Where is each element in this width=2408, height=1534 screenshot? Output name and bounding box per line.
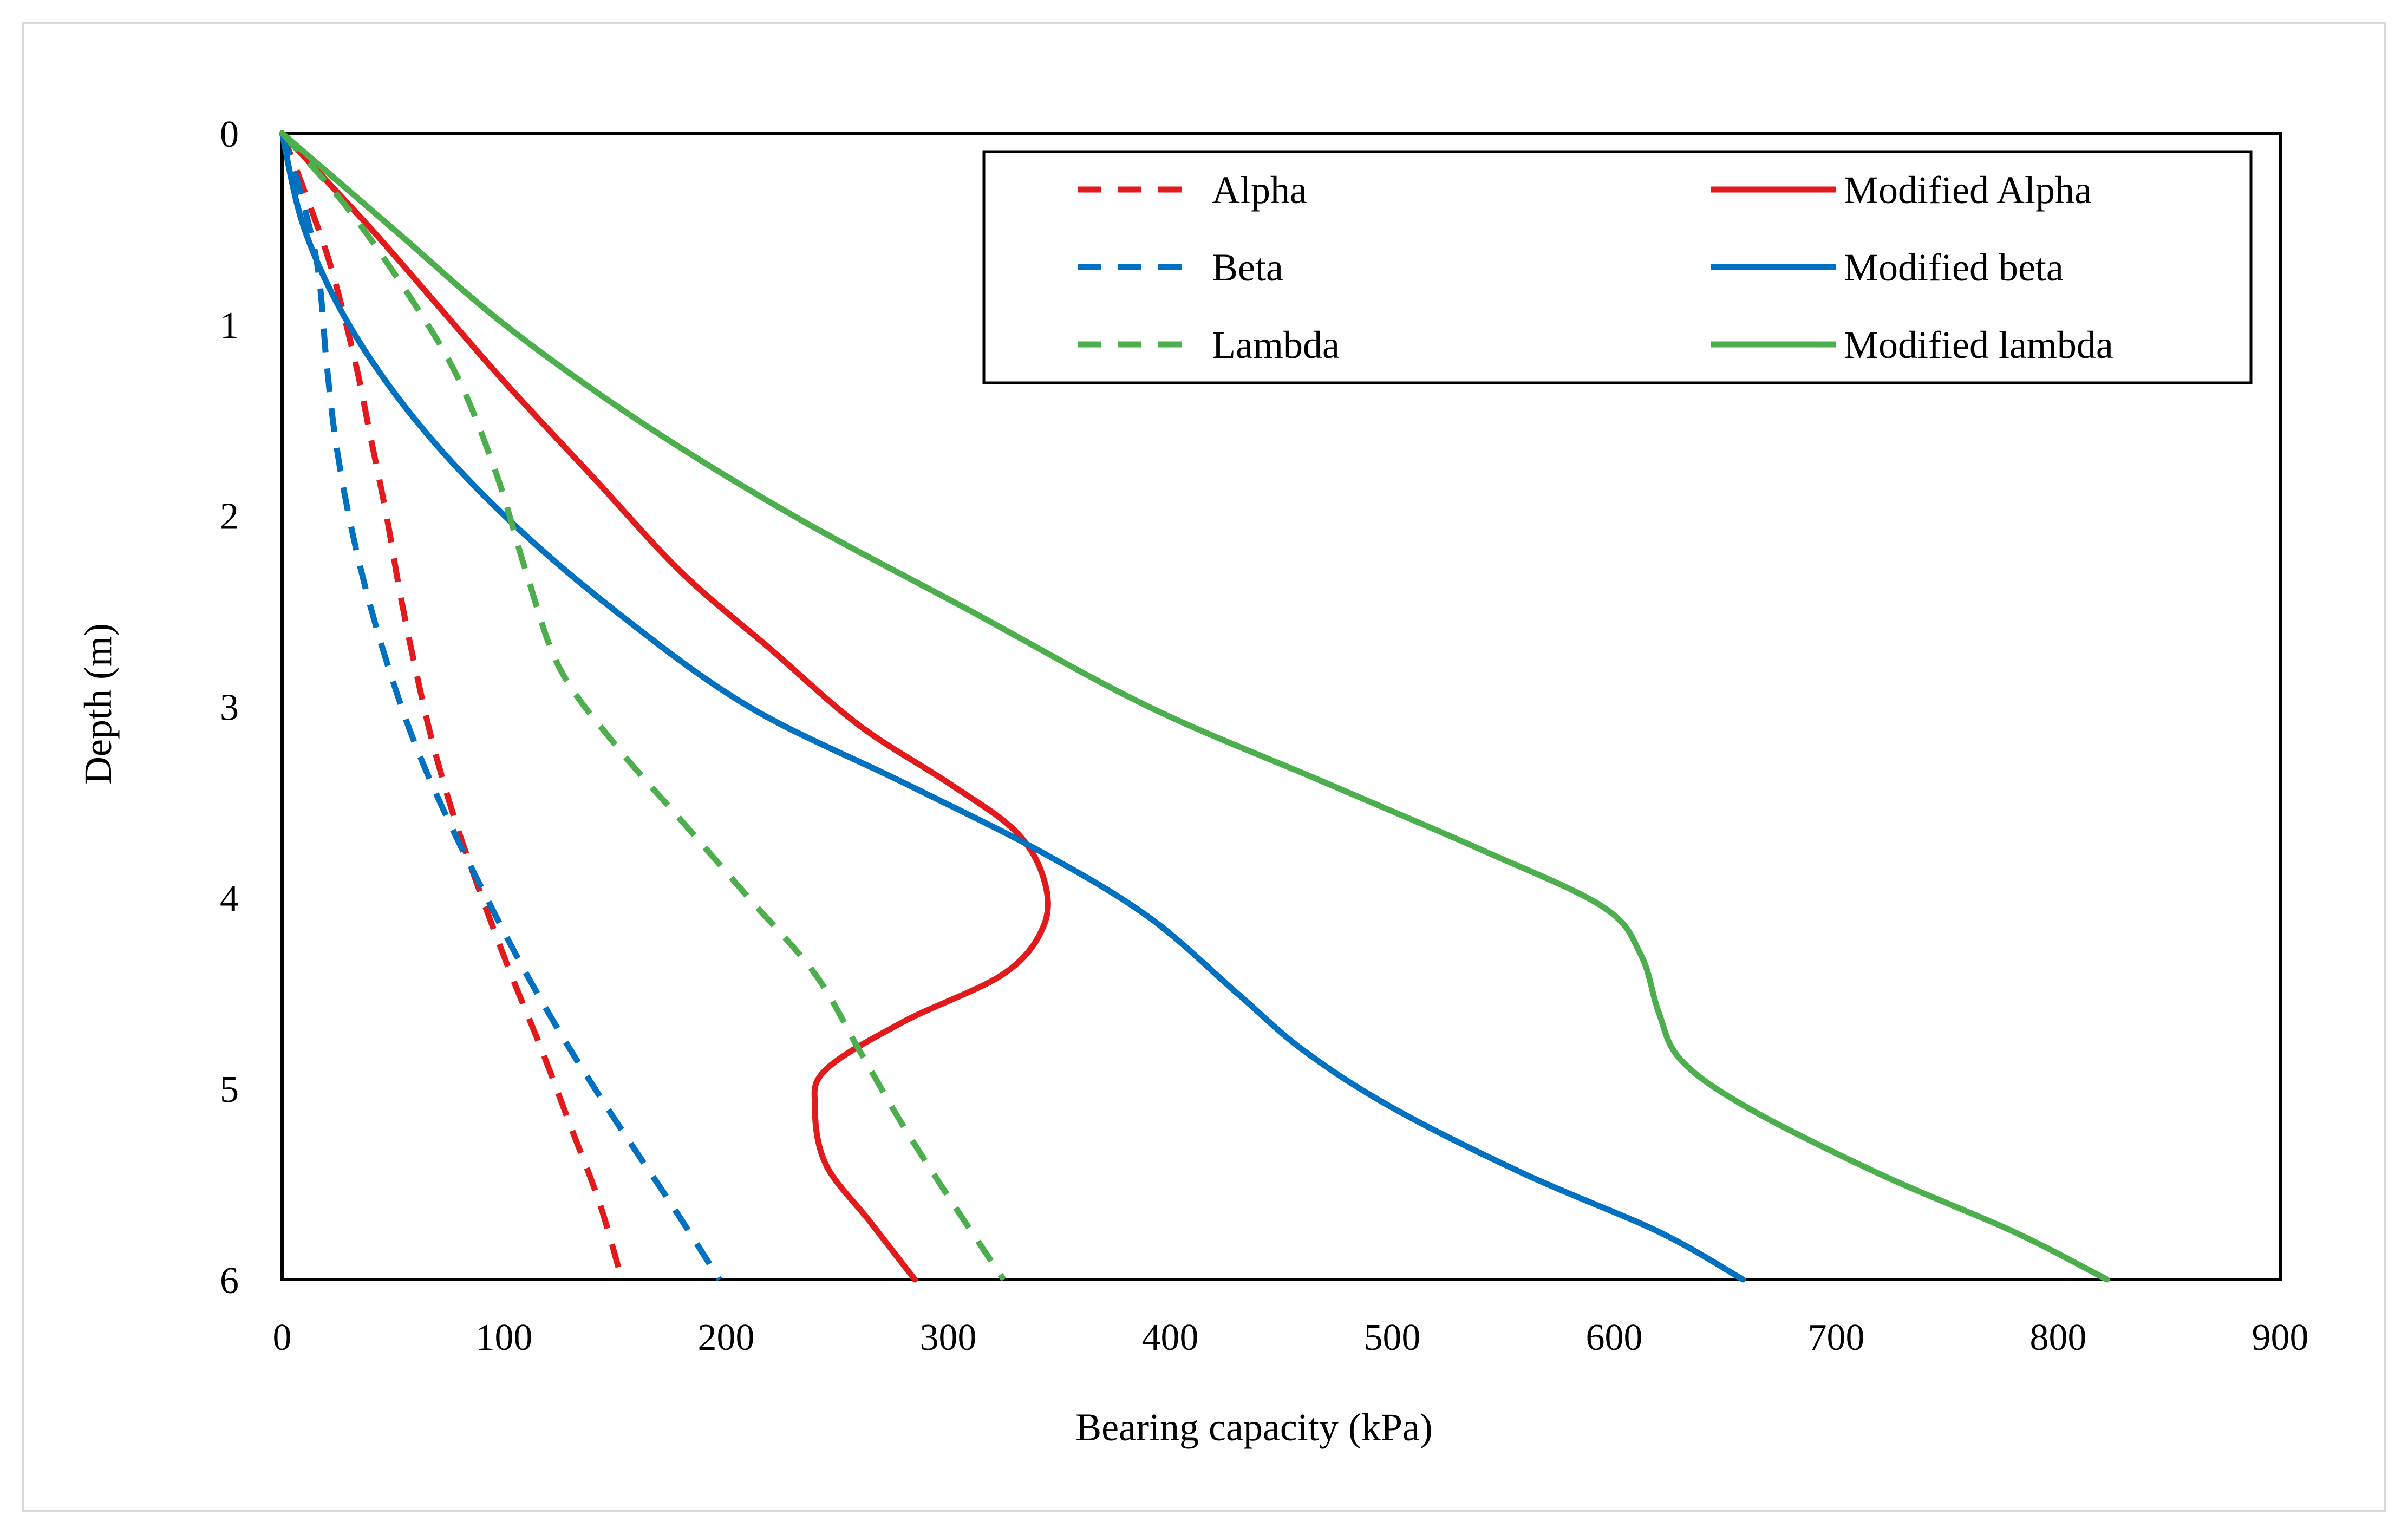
plot-area (280, 132, 2282, 1281)
series-modified-lambda-line (279, 130, 2110, 1283)
y-tick-label: 0 (220, 114, 239, 155)
series-beta-line (279, 132, 722, 1281)
y-axis-title: Depth (m) (76, 623, 120, 785)
legend-box (982, 150, 2253, 384)
series-lambda-line (279, 131, 1007, 1282)
legend-label-beta: Beta (1212, 246, 1283, 289)
x-axis-ticks: 0 100 200 300 400 500 600 700 800 900 (273, 1317, 2309, 1359)
x-tick-label: 600 (1586, 1317, 1643, 1359)
series-alpha-line (279, 132, 625, 1281)
x-tick-label: 0 (273, 1317, 292, 1359)
x-tick-label: 200 (698, 1317, 755, 1359)
y-tick-label: 4 (220, 878, 239, 919)
y-tick-label: 3 (220, 687, 239, 729)
y-tick-label: 5 (220, 1069, 239, 1111)
y-axis-ticks: 0 1 2 3 4 5 6 (220, 114, 239, 1302)
series-layer (279, 130, 2110, 1283)
x-tick-label: 100 (476, 1317, 533, 1359)
x-tick-label: 500 (1364, 1317, 1421, 1359)
legend-label-modified-alpha: Modified Alpha (1844, 168, 2092, 212)
legend-label-modified-lambda: Modified lambda (1844, 323, 2113, 367)
x-tick-label: 400 (1142, 1317, 1199, 1359)
legend: Alpha Beta Lambda Modified Alpha Modified be… (982, 150, 2253, 384)
x-tick-label: 900 (2252, 1317, 2309, 1359)
legend-label-lambda: Lambda (1212, 323, 1340, 367)
legend-label-alpha: Alpha (1212, 168, 1307, 212)
series-modified-beta-line (279, 130, 1746, 1283)
x-tick-label: 300 (920, 1317, 977, 1359)
y-tick-label: 6 (220, 1260, 239, 1302)
legend-label-modified-beta: Modified beta (1844, 246, 2064, 289)
x-tick-label: 700 (1808, 1317, 1865, 1359)
x-axis-title: Bearing capacity (kPa) (1075, 1406, 1433, 1449)
y-tick-label: 2 (220, 496, 239, 538)
series-modified-alpha-line (279, 130, 1051, 1283)
y-tick-label: 1 (220, 305, 239, 347)
x-tick-label: 800 (2030, 1317, 2087, 1359)
